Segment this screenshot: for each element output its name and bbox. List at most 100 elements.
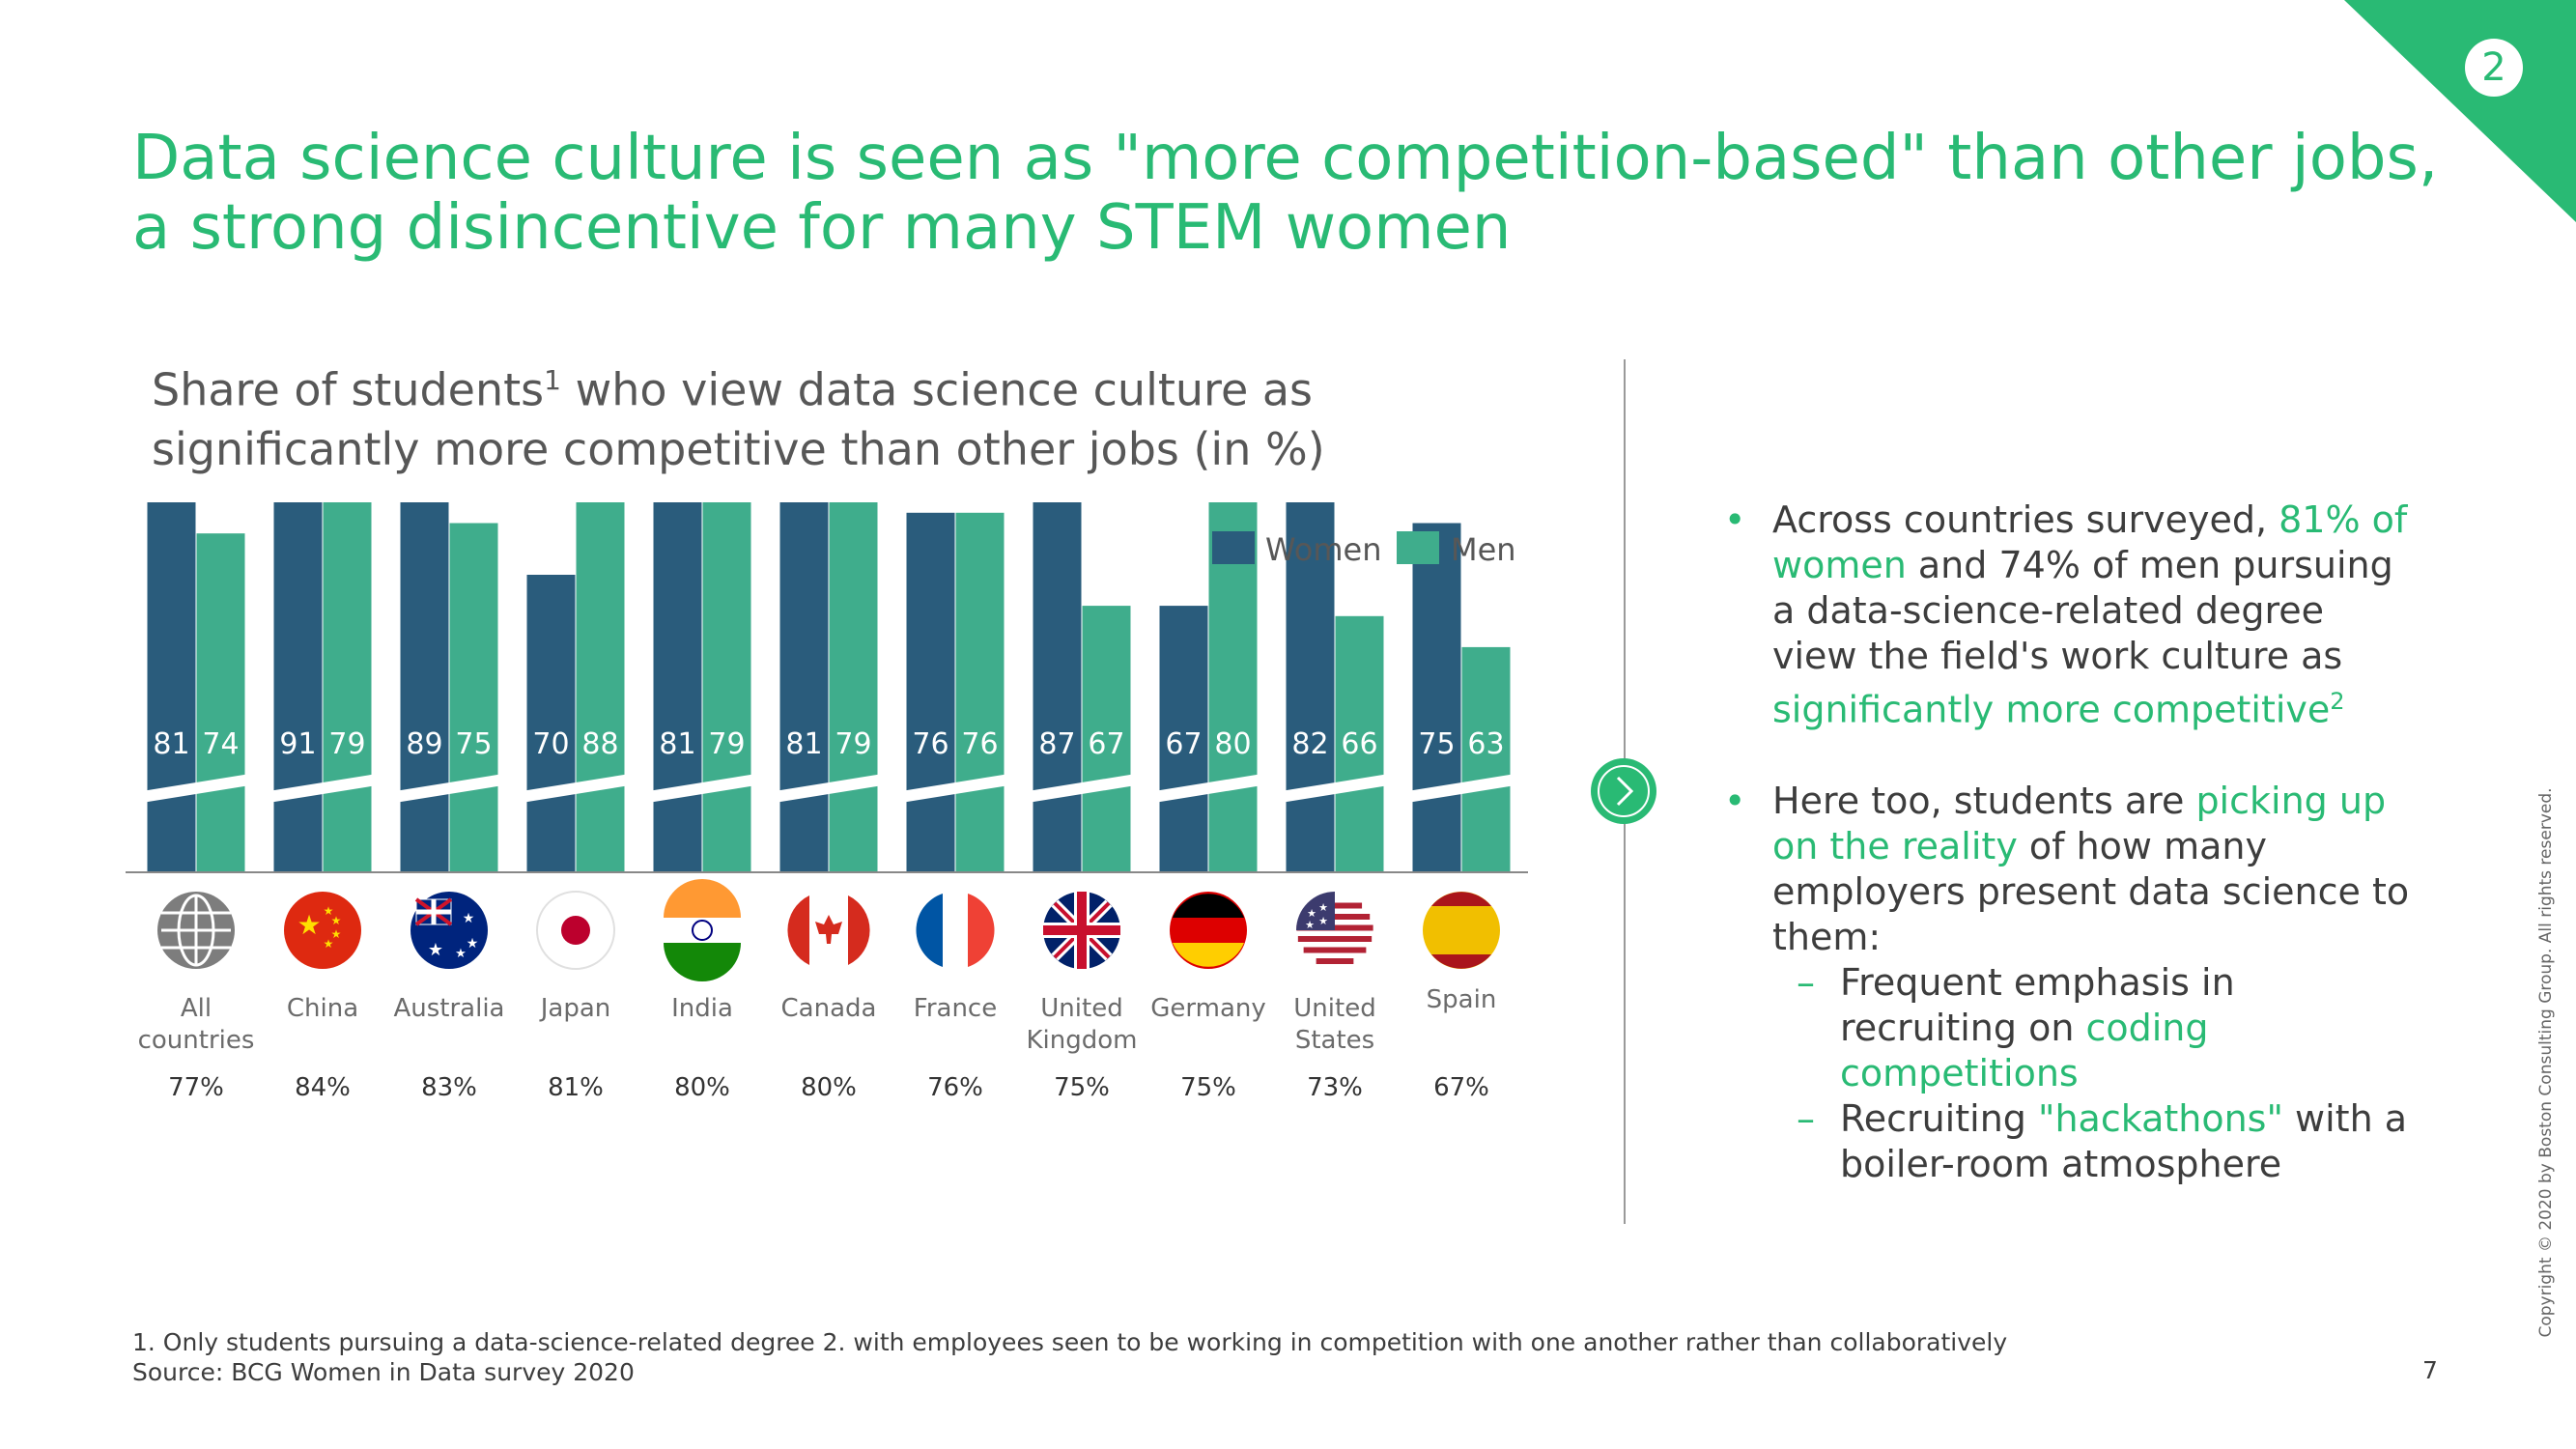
bar-women xyxy=(1033,502,1082,871)
data-label-women: 81 xyxy=(785,727,822,761)
body-text: Frequent emphasis in recruiting on xyxy=(1840,960,2235,1049)
copyright-notice: Copyright © 2020 by Boston Consulting Gr… xyxy=(2536,787,2556,1338)
data-label-men: 79 xyxy=(328,727,365,761)
data-label-men: 74 xyxy=(202,727,239,761)
star-icon: ★ xyxy=(331,927,342,941)
subtitle-text: who view data science culture as xyxy=(560,363,1314,416)
body-text: Here too, students are xyxy=(1772,779,2196,822)
star-icon: ★ xyxy=(1318,901,1328,914)
bar-women xyxy=(1286,502,1335,871)
spain-flag-icon xyxy=(1423,892,1500,969)
bullet-item-2: • Here too, students are picking up on th… xyxy=(1724,779,2420,1187)
sun-disc xyxy=(561,916,590,945)
star-icon: ★ xyxy=(463,911,475,926)
total-percentage: 73% xyxy=(1307,1073,1363,1102)
body-text: with a boiler-room atmosphere xyxy=(1840,1096,2408,1185)
china-flag-icon xyxy=(284,892,361,969)
star-icon: ★ xyxy=(428,940,443,960)
data-label-women: 81 xyxy=(153,727,189,761)
bar-women xyxy=(400,502,449,871)
category-label: United xyxy=(1040,994,1122,1023)
stripe xyxy=(1303,947,1367,953)
body-text: Recruiting xyxy=(1840,1096,2038,1140)
bar-women xyxy=(526,575,576,871)
footnotes: 1. Only students pursuing a data-science… xyxy=(132,1327,2007,1387)
red-band xyxy=(968,894,995,967)
axis-break-icon xyxy=(1282,774,1388,803)
data-label-men: 80 xyxy=(1214,727,1251,761)
data-label-men: 88 xyxy=(581,727,618,761)
legend-label-men: Men xyxy=(1451,531,1516,568)
data-label-men: 75 xyxy=(455,727,492,761)
bar-women xyxy=(1159,606,1208,871)
dash-icon: – xyxy=(1797,1096,1815,1140)
page-title-line2: a strong disincentive for many STEM wome… xyxy=(132,192,1512,264)
star-icon: ★ xyxy=(324,904,334,918)
axis-break-icon xyxy=(649,774,755,803)
total-percentage: 83% xyxy=(421,1073,477,1102)
data-label-women: 67 xyxy=(1165,727,1202,761)
footnote-line: 1. Only students pursuing a data-science… xyxy=(132,1328,2008,1356)
next-arrow-icon[interactable] xyxy=(1591,758,1656,824)
bar-men xyxy=(449,523,498,871)
category-label: Japan xyxy=(539,994,611,1023)
black-band xyxy=(1173,894,1244,918)
red-band xyxy=(848,895,870,965)
corner-tab xyxy=(2344,0,2576,222)
data-label-men: 76 xyxy=(961,727,998,761)
total-percentage: 67% xyxy=(1433,1073,1489,1102)
data-label-men: 63 xyxy=(1467,727,1504,761)
blue-band xyxy=(916,894,943,967)
bar-men xyxy=(323,502,372,871)
data-label-men: 79 xyxy=(708,727,745,761)
category-label: Kingdom xyxy=(1027,1026,1138,1055)
maple-leaf-icon xyxy=(815,915,842,944)
page-number: 7 xyxy=(2422,1356,2438,1384)
highlight-text: significantly more competitive xyxy=(1772,688,2331,731)
total-percentage: 81% xyxy=(548,1073,604,1102)
bullet-dot-icon: • xyxy=(1724,498,1746,541)
subtitle-footnote-mark: 1 xyxy=(544,364,561,396)
bar-men xyxy=(1082,606,1131,871)
sub-bullet-item: – Recruiting "hackathons" with a boiler-r… xyxy=(1772,1096,2420,1187)
data-label-women: 70 xyxy=(532,727,569,761)
bar-women xyxy=(273,502,323,871)
axis-break-icon xyxy=(143,774,249,803)
category-label: countries xyxy=(138,1026,255,1055)
total-percentage: 75% xyxy=(1180,1073,1236,1102)
green-band xyxy=(664,943,741,981)
category-label: All xyxy=(181,994,212,1023)
data-label-men: 66 xyxy=(1341,727,1377,761)
cross-line xyxy=(1043,925,1120,935)
star-icon: ★ xyxy=(1318,915,1328,927)
total-percentage: 84% xyxy=(295,1073,351,1102)
chart-subtitle-line1: Share of students1 who view data science… xyxy=(152,351,1600,419)
data-label-men: 79 xyxy=(835,727,871,761)
category-label: Spain xyxy=(1427,985,1497,1014)
data-label-men: 67 xyxy=(1088,727,1124,761)
bar-men xyxy=(196,533,245,871)
bar-women xyxy=(1412,523,1461,871)
saffron-band xyxy=(664,879,741,918)
bar-women xyxy=(779,502,829,871)
red-band xyxy=(1431,954,1491,969)
stripe xyxy=(1297,936,1373,942)
dash-icon: – xyxy=(1797,960,1815,1004)
data-label-women: 82 xyxy=(1291,727,1328,761)
bar-men xyxy=(955,512,1005,871)
bar-women xyxy=(147,502,196,871)
data-label-women: 76 xyxy=(912,727,948,761)
star-icon: ★ xyxy=(455,947,467,961)
data-label-women: 89 xyxy=(406,727,442,761)
legend-swatch-women xyxy=(1212,531,1255,564)
category-label: India xyxy=(671,994,733,1023)
total-percentage: 77% xyxy=(168,1073,224,1102)
page-title: Data science culture is seen as "more co… xyxy=(132,124,2438,264)
category-label: China xyxy=(287,994,358,1023)
total-percentage: 75% xyxy=(1054,1073,1110,1102)
total-percentage: 76% xyxy=(927,1073,983,1102)
axis-break-icon xyxy=(1408,774,1514,803)
axis-break-icon xyxy=(523,774,629,803)
category-label: States xyxy=(1295,1026,1374,1055)
highlight-text: 81% of women xyxy=(1772,498,2408,586)
